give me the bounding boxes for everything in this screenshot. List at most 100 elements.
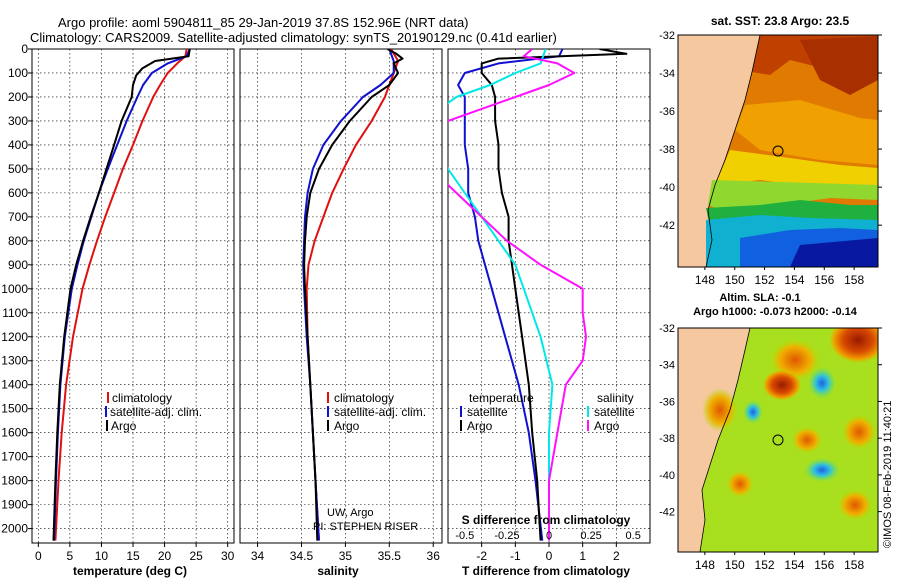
depth-tick-label: 1900: [1, 498, 28, 512]
depth-tick-label: 800: [8, 234, 28, 248]
x-tick-label: 34: [251, 549, 265, 563]
legend-t-satellite: satellite: [467, 405, 508, 419]
x2-tick-label: -0.5: [455, 530, 474, 542]
depth-tick-label: 600: [8, 186, 28, 200]
legend-swatch-s-satellite: [587, 406, 589, 417]
lat-tick-label: -40: [659, 182, 675, 194]
legend-swatch-satellite: [105, 406, 107, 417]
sla-map-title1: Altim. SLA: -0.1: [719, 292, 800, 304]
lat-tick-label: -32: [659, 30, 675, 42]
depth-tick-label: 500: [8, 162, 28, 176]
legend-swatch-climatology: [107, 392, 109, 403]
difference-legend-temperature: temperature satellite Argo: [460, 391, 534, 433]
legend-swatch-s-argo: [587, 420, 589, 431]
depth-tick-label: 1600: [1, 426, 28, 440]
legend-climatology: climatology: [334, 391, 394, 405]
x-tick-label: 0: [35, 549, 42, 563]
x2-tick-label: 0.25: [580, 530, 601, 542]
legend-swatch-satellite: [327, 406, 329, 417]
s-difference-axis: -0.5 -0.25 0 0.25 0.5: [455, 530, 640, 542]
legend-climatology: climatology: [112, 391, 172, 405]
lat-tick-label: -38: [659, 144, 675, 156]
series-line-climatology: [305, 49, 400, 541]
series-line-salinity-satellite: [448, 49, 554, 541]
depth-tick-label: 1200: [1, 330, 28, 344]
depth-tick-label: 200: [8, 90, 28, 104]
depth-tick-label: 1700: [1, 450, 28, 464]
x2-tick-label: -0.25: [494, 530, 519, 542]
legend-satellite: satellite-adj. clim.: [334, 405, 426, 419]
lon-tick-label: 152: [755, 273, 775, 287]
depth-tick-label: 1300: [1, 354, 28, 368]
legend-swatch-argo: [327, 420, 329, 431]
sst-map-title: sat. SST: 23.8 Argo: 23.5: [711, 14, 850, 28]
lat-tick-label: -36: [659, 396, 675, 408]
lon-tick-label: 152: [755, 558, 775, 572]
x-tick-label: 1: [579, 549, 586, 563]
depth-tick-label: 1400: [1, 378, 28, 392]
legend-s-satellite: satellite: [594, 405, 635, 419]
lat-tick-label: -34: [659, 360, 675, 372]
x2-tick-label: 0.5: [626, 530, 641, 542]
credit-pi: PI: STEPHEN RISER: [313, 521, 418, 533]
temperature-xlabel: temperature (deg C): [73, 564, 187, 578]
x-tick-label: 20: [158, 549, 172, 563]
legend-t-argo: Argo: [467, 419, 493, 433]
imos-credit: ©IMOS 08-Feb-2019 11:40:21: [882, 401, 894, 548]
depth-tick-label: 1800: [1, 474, 28, 488]
depth-tick-label: 0: [21, 42, 28, 56]
legend-satellite: satellite-adj. clim.: [110, 405, 202, 419]
credit-uw: UW, Argo: [327, 507, 373, 519]
depth-tick-label: 1500: [1, 402, 28, 416]
sla-map: Altim. SLA: -0.1 Argo h1000: -0.073 h200…: [659, 292, 882, 572]
salinity-x-axis: 34 34.5 35 35.5 36: [251, 543, 440, 563]
lat-tick-label: -38: [659, 433, 675, 445]
temperature-frame: [31, 48, 235, 544]
lon-tick-label: 150: [725, 558, 745, 572]
salinity-panel: 34 34.5 35 35.5 36 salinity climatology sate…: [239, 48, 443, 578]
depth-tick-label: 2000: [1, 522, 28, 536]
x-tick-label: 34.5: [290, 549, 314, 563]
lon-tick-label: 156: [814, 558, 834, 572]
lat-tick-label: -42: [659, 220, 675, 232]
salinity-xlabel: salinity: [317, 564, 359, 578]
temperature-panel: 0100200300400500600700800900100011001200…: [1, 42, 234, 578]
t-difference-xlabel: T difference from climatology: [462, 564, 630, 578]
series-line-salinity-argo: [448, 49, 587, 541]
legend-swatch-t-satellite: [460, 406, 462, 417]
salinity-legend: climatology satellite-adj. clim. Argo: [327, 391, 426, 433]
salinity-frame: [239, 48, 443, 544]
sst-map-frame: [677, 34, 879, 268]
x-tick-label: 35: [339, 549, 353, 563]
x-tick-label: -1: [510, 549, 521, 563]
lon-tick-label: 148: [695, 558, 715, 572]
legend-s-argo: Argo: [594, 419, 620, 433]
x-tick-label: 10: [95, 549, 109, 563]
depth-tick-label: 900: [8, 258, 28, 272]
lat-tick-label: -36: [659, 106, 675, 118]
x-tick-label: 0: [546, 549, 553, 563]
depth-tick-label: 100: [8, 66, 28, 80]
series-line-temperature-argo: [480, 49, 628, 541]
series-line-argo: [52, 49, 191, 541]
lat-tick-label: -42: [659, 507, 675, 519]
x2-tick-label: 0: [546, 530, 552, 542]
lon-tick-label: 150: [725, 273, 745, 287]
t-difference-x-axis: -2 -1 0 1 2: [476, 543, 620, 563]
series-line-argo: [303, 49, 404, 541]
lat-tick-label: -34: [659, 68, 675, 80]
lon-tick-label: 154: [784, 558, 804, 572]
x-tick-label: 35.5: [378, 549, 402, 563]
difference-panel: -2 -1 0 1 2 -0.5 -0.25 0 0.25 0.5 T difference f…: [447, 48, 651, 578]
argo-position-marker-sla: [772, 434, 784, 446]
lat-tick-label: -40: [659, 470, 675, 482]
depth-tick-label: 1100: [2, 306, 28, 320]
header-line2: Climatology: CARS2009. Satellite-adjuste…: [30, 30, 557, 45]
s-difference-xlabel: S difference from climatology: [462, 513, 631, 527]
legend-swatch-climatology: [327, 392, 329, 403]
sla-map-frame: [677, 327, 879, 553]
depth-tick-label: 400: [8, 138, 28, 152]
lon-tick-label: 156: [814, 273, 834, 287]
lon-tick-label: 154: [784, 273, 804, 287]
